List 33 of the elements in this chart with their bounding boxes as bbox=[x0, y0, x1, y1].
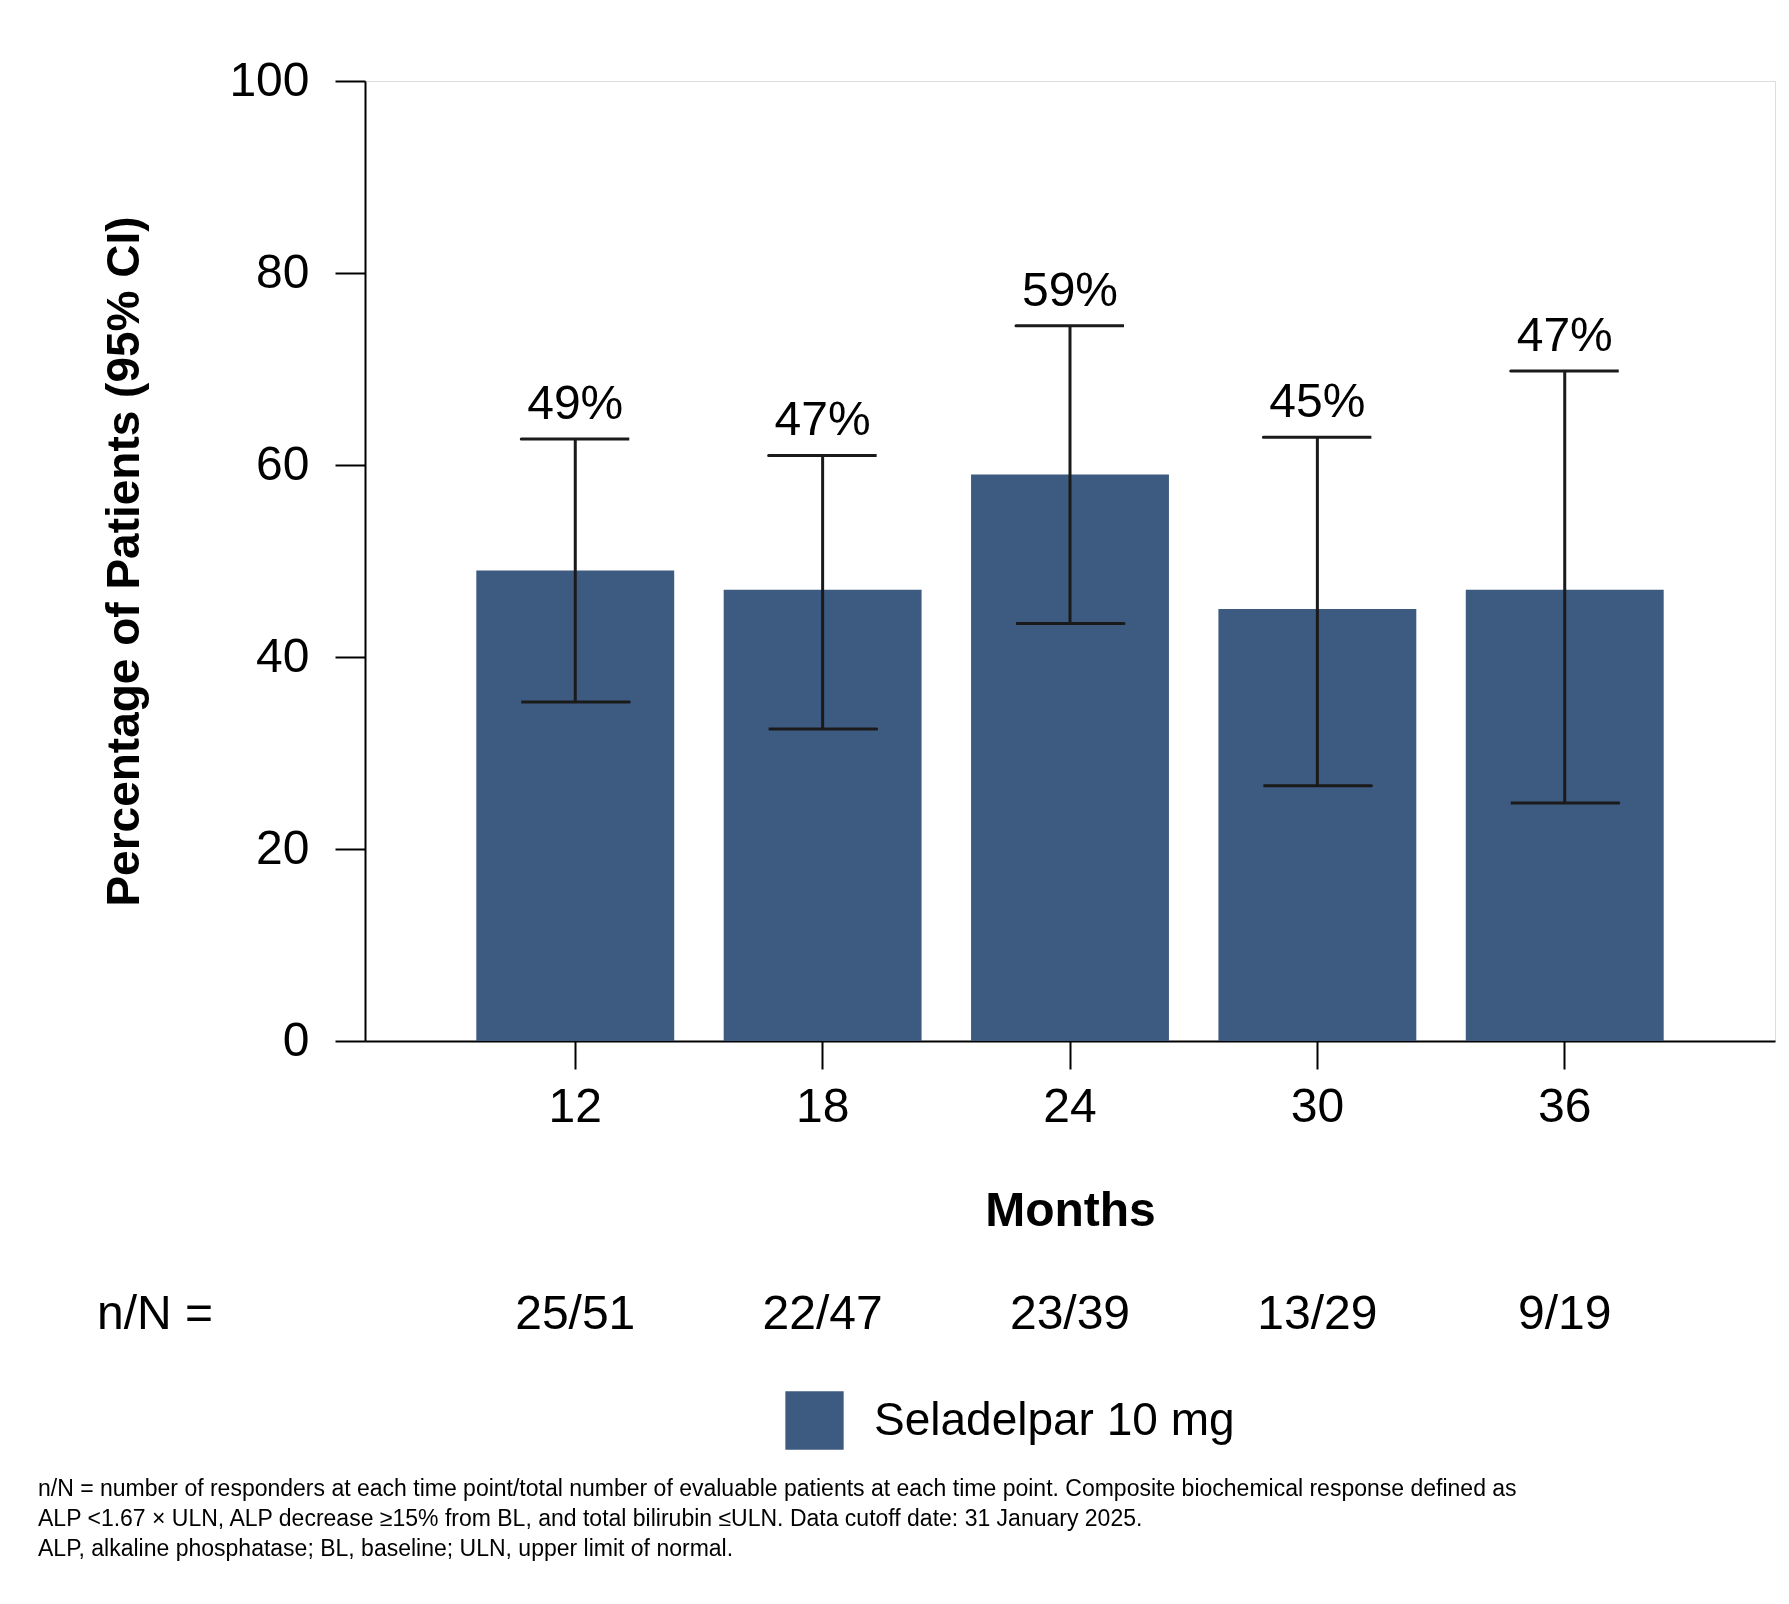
text: 23/39 bbox=[1009, 1286, 1131, 1339]
bar bbox=[723, 589, 922, 1041]
text: ALP <1.67 × ULN, ALP decrease ≥15% from BL, and total bilirubin ≤ULN. Data cutoff date: 31 January 2025. bbox=[38, 1505, 1143, 1531]
text: n/N = bbox=[97, 1286, 214, 1339]
text: 25/51 bbox=[515, 1286, 636, 1339]
y-tick-label: 100 bbox=[229, 52, 310, 106]
annotation: 49% bbox=[527, 376, 624, 430]
x-tick-label: 18 bbox=[795, 1078, 850, 1132]
text: 9/19 bbox=[1518, 1286, 1612, 1339]
text: 13/29 bbox=[1257, 1286, 1378, 1339]
y-tick-label: 0 bbox=[282, 1012, 310, 1066]
y-tick-label: 40 bbox=[256, 628, 310, 682]
annotation: 47% bbox=[774, 392, 871, 446]
y-axis-title: Percentage of Patients (95% CI) bbox=[97, 216, 150, 907]
x-tick-label: 30 bbox=[1290, 1078, 1345, 1132]
bar bbox=[1465, 589, 1664, 1041]
x-tick-label: 24 bbox=[1043, 1078, 1097, 1132]
bar bbox=[1218, 609, 1417, 1041]
y-tick-label: 80 bbox=[256, 244, 310, 298]
x-axis-title: Months bbox=[985, 1182, 1156, 1236]
bar bbox=[971, 474, 1169, 1041]
x-tick-label: 12 bbox=[548, 1078, 602, 1132]
annotation: 59% bbox=[1021, 262, 1119, 316]
text: ALP, alkaline phosphatase; BL, baseline; ULN, upper limit of normal. bbox=[38, 1535, 734, 1561]
annotation: 45% bbox=[1269, 374, 1366, 428]
y-tick-label: 20 bbox=[256, 820, 310, 874]
text: 22/47 bbox=[762, 1286, 883, 1339]
annotation: 47% bbox=[1516, 307, 1613, 361]
bar bbox=[476, 570, 675, 1041]
legend-label: Seladelpar 10 mg bbox=[874, 1392, 1235, 1445]
text: n/N = number of responders at each time point/total number of evaluable patients at each time point. Composite biochemical response defined as bbox=[38, 1475, 1517, 1501]
y-tick-label: 60 bbox=[256, 436, 310, 490]
x-tick-label: 36 bbox=[1538, 1078, 1592, 1132]
